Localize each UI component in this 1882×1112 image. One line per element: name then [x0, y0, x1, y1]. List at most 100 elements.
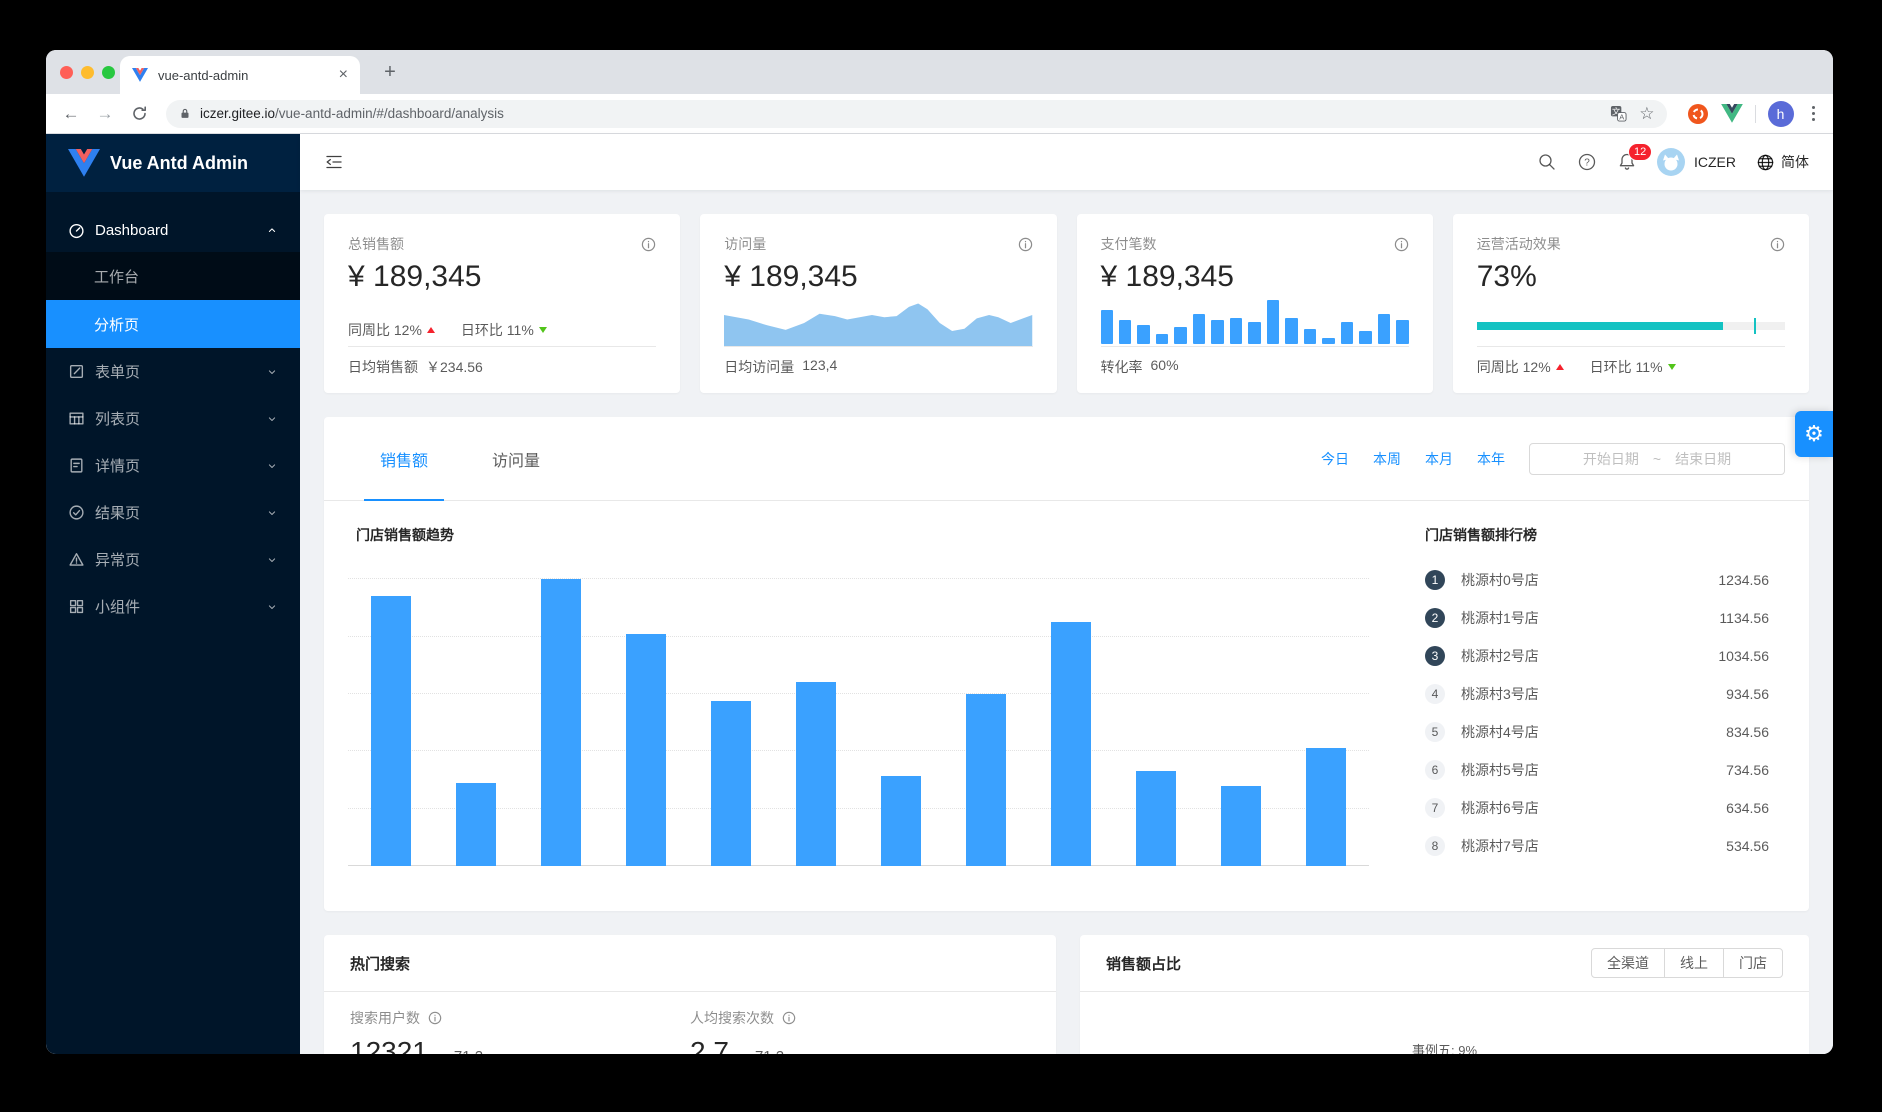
stat-footer: 转化率 60% [1100, 357, 1179, 375]
trend-item: 日环比 11% [461, 320, 547, 340]
sidebar-collapse-icon[interactable] [324, 152, 344, 172]
stat-footer: 日均销售额 ￥234.56 [348, 359, 483, 375]
browser-window: vue-antd-admin × + ← → iczer.gitee.io/vu… [46, 50, 1833, 1054]
vue-devtools-icon[interactable] [1720, 104, 1743, 123]
new-tab-button[interactable]: + [384, 60, 396, 83]
ranking-row: 5 桃源村4号店 834.56 [1425, 713, 1769, 751]
browser-tab[interactable]: vue-antd-admin × [120, 56, 360, 94]
close-window-button[interactable] [60, 66, 73, 79]
address-bar[interactable]: iczer.gitee.io/vue-antd-admin/#/dashboar… [166, 99, 1667, 128]
app-logo[interactable]: Vue Antd Admin [46, 134, 300, 192]
locale-switcher[interactable]: 简体 [1756, 152, 1809, 172]
stat-value: 73% [1476, 260, 1537, 293]
store-sales-value: 1134.56 [1719, 610, 1769, 626]
ranking-row: 7 桃源村6号店 634.56 [1425, 789, 1769, 827]
translate-icon[interactable]: 文 A [1610, 105, 1627, 122]
bar [455, 782, 496, 866]
info-icon[interactable] [428, 1011, 442, 1025]
rank-badge: 8 [1425, 836, 1445, 856]
rank-badge: 1 [1425, 570, 1445, 590]
back-icon[interactable]: ← [62, 103, 80, 123]
sidebar-item-结果页[interactable]: 结果页 [46, 489, 300, 536]
user-menu[interactable]: ICZER [1657, 148, 1736, 176]
info-icon[interactable] [1394, 237, 1409, 252]
rank-badge: 5 [1425, 722, 1445, 742]
caret-up-icon [488, 1053, 497, 1054]
sales-tabs-bar: 销售额 访问量 今日 本周 本月 本年 开始日期 ~ 结束日期 [324, 417, 1809, 501]
help-icon[interactable]: ? [1577, 152, 1597, 172]
store-sales-bar-chart [348, 559, 1369, 866]
segment-线上[interactable]: 线上 [1664, 948, 1724, 978]
stat-value: ¥ 189,345 [1100, 260, 1234, 293]
bar [1051, 622, 1092, 866]
stat-value: ¥ 189,345 [724, 260, 858, 293]
quick-range-本周[interactable]: 本周 [1373, 450, 1401, 467]
chevron-up-icon [268, 228, 276, 232]
store-name: 桃源村5号店 [1461, 762, 1539, 778]
quick-range-本年[interactable]: 本年 [1477, 450, 1505, 467]
hot-search-title: 热门搜索 [350, 955, 411, 973]
ranking-row: 3 桃源村2号店 1034.56 [1425, 637, 1769, 675]
forward-icon[interactable]: → [96, 103, 114, 123]
bookmark-star-icon[interactable]: ☆ [1639, 104, 1655, 123]
bar [1306, 748, 1347, 866]
hot-search-stat: 人均搜索次数 2.7 71.2 [690, 1008, 1030, 1054]
sidebar-item-小组件[interactable]: 小组件 [46, 583, 300, 630]
info-icon[interactable] [641, 237, 656, 252]
info-icon[interactable] [782, 1011, 796, 1025]
ranking-row: 1 桃源村0号店 1234.56 [1425, 561, 1769, 599]
settings-gear-button[interactable]: ⚙ [1795, 411, 1833, 457]
tab-sales[interactable]: 销售额 [364, 417, 445, 501]
date-range-picker[interactable]: 开始日期 ~ 结束日期 [1529, 442, 1785, 475]
sidebar-item-列表页[interactable]: 列表页 [46, 395, 300, 442]
reload-icon[interactable] [126, 101, 152, 127]
chevron-down-icon [268, 463, 276, 468]
stat-number: 12321 [350, 1036, 428, 1054]
segment-门店[interactable]: 门店 [1723, 948, 1783, 978]
appstore-icon [69, 599, 84, 614]
quick-range-本月[interactable]: 本月 [1425, 450, 1453, 467]
search-icon[interactable] [1537, 152, 1557, 172]
quick-range-今日[interactable]: 今日 [1321, 450, 1349, 467]
caret-up-icon [1555, 364, 1564, 370]
sidebar-item-dashboard[interactable]: Dashboard [46, 208, 300, 252]
bottom-cards-row: 热门搜索 搜索用户数 12321 71.2 人均搜索次数 2.7 71.2 [324, 935, 1809, 1054]
user-name: ICZER [1694, 154, 1736, 170]
sales-ratio-title: 销售额占比 [1106, 955, 1182, 973]
sidebar-subitem-工作台[interactable]: 工作台 [94, 268, 140, 286]
dashboard-submenu: 工作台分析页 [46, 252, 300, 348]
sidebar-subitem-分析页[interactable]: 分析页 [46, 300, 300, 348]
stat-title: 运营活动效果 [1476, 236, 1561, 252]
svg-text:?: ? [1584, 158, 1590, 169]
sales-section-card: 销售额 访问量 今日 本周 本月 本年 开始日期 ~ 结束日期 [324, 417, 1809, 911]
bar [966, 693, 1007, 866]
browser-profile-avatar[interactable]: h [1767, 100, 1794, 127]
notification-bell-icon[interactable]: 12 [1617, 143, 1653, 172]
stat-trends: 同周比 12% 日环比 11% [348, 320, 547, 346]
bar [881, 775, 921, 866]
extension-icon[interactable] [1687, 103, 1709, 125]
app-header: ? 12 [300, 134, 1833, 190]
sidebar-item-异常页[interactable]: 异常页 [46, 536, 300, 583]
info-icon[interactable] [1770, 237, 1785, 252]
segment-全渠道[interactable]: 全渠道 [1591, 948, 1665, 978]
zoom-window-button[interactable] [102, 66, 115, 79]
payments-mini-bar-chart [1100, 300, 1409, 346]
browser-menu-icon[interactable] [1806, 105, 1822, 122]
sidebar-item-详情页[interactable]: 详情页 [46, 442, 300, 489]
info-icon[interactable] [1018, 237, 1033, 252]
minimize-window-button[interactable] [81, 66, 94, 79]
ranking-row: 6 桃源村5号店 734.56 [1425, 751, 1769, 789]
caret-down-icon [789, 1053, 798, 1054]
tab-close-icon[interactable]: × [338, 66, 348, 83]
store-sales-value: 534.56 [1726, 838, 1769, 854]
stat-card-visits: 访问量 ¥ 189,345 日均访问量 123,4 [700, 214, 1057, 393]
tab-visits[interactable]: 访问量 [492, 452, 541, 470]
hot-search-stat: 搜索用户数 12321 71.2 [350, 1008, 690, 1054]
store-name: 桃源村6号店 [1461, 800, 1539, 816]
app-frame: Vue Antd Admin Dashboard 工作台 分析页 表单页 列表页 … [46, 134, 1833, 1054]
sidebar-item-表单页[interactable]: 表单页 [46, 348, 300, 395]
store-sales-value: 734.56 [1726, 762, 1769, 778]
app-title: Vue Antd Admin [110, 152, 248, 173]
locale-label: 简体 [1781, 154, 1809, 170]
